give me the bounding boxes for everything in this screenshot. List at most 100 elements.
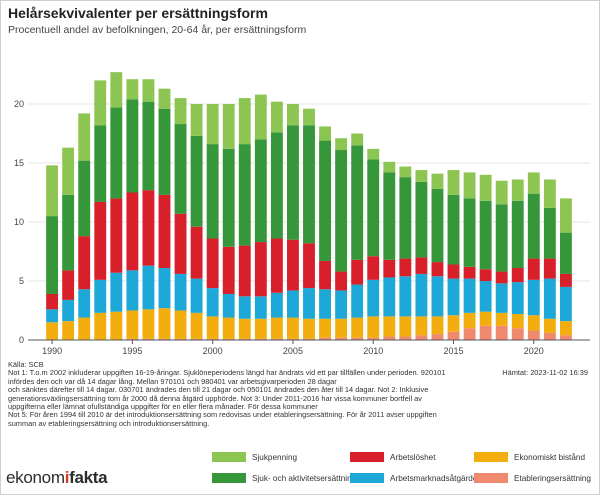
bar-segment xyxy=(319,337,331,340)
legend-label: Sjuk- och aktivitetsersättning xyxy=(252,473,357,483)
bar-segment xyxy=(511,268,524,283)
bar-segment xyxy=(335,150,348,272)
bar-segment xyxy=(46,322,59,340)
bar-segment xyxy=(463,198,476,267)
bar-segment xyxy=(447,170,460,195)
bar-segment xyxy=(270,132,283,239)
legend-swatch-etablering xyxy=(474,473,508,483)
bar-segment xyxy=(142,338,155,340)
bar-segment xyxy=(527,279,540,316)
bar-segment xyxy=(190,226,203,279)
chart-subtitle: Procentuell andel av befolkningen, 20-64… xyxy=(8,24,307,36)
bar-segment xyxy=(319,260,331,290)
bar-segment xyxy=(351,337,364,340)
bar-segment xyxy=(270,317,283,339)
bar-segment xyxy=(511,179,524,201)
bar-segment xyxy=(383,277,396,317)
legend-swatch-sjukpenning xyxy=(212,452,246,462)
bar-segment xyxy=(415,257,428,274)
bar-segment xyxy=(415,273,428,317)
bar-segment xyxy=(46,165,59,217)
bar-segment xyxy=(399,276,412,317)
y-tick-label: 10 xyxy=(14,217,24,227)
bar-segment xyxy=(527,193,540,259)
bar-segment xyxy=(399,336,412,340)
bar-segment xyxy=(495,204,508,272)
bar-segment xyxy=(174,273,187,311)
bar-segment xyxy=(62,270,75,300)
bar-segment xyxy=(495,283,508,313)
bar-segment xyxy=(222,293,235,318)
legend-item-arbetsloshet[interactable]: Arbetslöshet xyxy=(350,452,436,462)
bar-segment xyxy=(158,194,171,269)
bar-segment xyxy=(383,172,396,260)
bar-segment xyxy=(222,148,235,247)
y-tick-label: 0 xyxy=(19,335,24,345)
bar-segment xyxy=(158,268,171,309)
bar-segment xyxy=(78,160,91,237)
bar-segment xyxy=(495,325,508,340)
bar-segment xyxy=(94,279,107,313)
bar-segment xyxy=(287,290,299,318)
legend-item-sjukpenning[interactable]: Sjukpenning xyxy=(212,452,297,462)
bar-segment xyxy=(270,338,283,340)
bar-segment xyxy=(238,98,251,145)
bar-segment xyxy=(463,172,476,199)
bar-segment xyxy=(142,265,155,310)
legend-swatch-arbetsmarknad xyxy=(350,473,384,483)
bar-segment xyxy=(319,126,331,141)
bar-segment xyxy=(495,312,508,326)
bar-segment xyxy=(559,321,572,336)
bar-segment xyxy=(206,288,219,317)
bar-segment xyxy=(351,145,364,260)
bar-segment xyxy=(447,264,460,279)
legend-swatch-ekonomiskt-bistand xyxy=(474,452,508,462)
bar-segment xyxy=(110,198,123,273)
bar-segment xyxy=(511,200,524,269)
bar-segment xyxy=(431,262,444,277)
chart-notes: Källa: SCB Not 1: T.o.m 2002 inkluderar … xyxy=(8,360,453,428)
bar-segment xyxy=(303,318,315,339)
y-tick-label: 5 xyxy=(19,276,24,286)
bar-segment xyxy=(303,288,315,319)
bar-segment xyxy=(174,213,187,274)
legend-item-ekonomiskt-bistand[interactable]: Ekonomiskt bistånd xyxy=(474,452,585,462)
bar-segment xyxy=(543,179,556,208)
bar-segment xyxy=(190,278,203,313)
bar-segment xyxy=(126,99,139,193)
bar-segment xyxy=(190,135,203,227)
bar-segment xyxy=(254,318,267,339)
bar-segment xyxy=(142,309,155,339)
bar-segment xyxy=(559,335,572,340)
bar-segment xyxy=(270,292,283,318)
bar-segment xyxy=(511,328,524,340)
bar-segment xyxy=(174,338,187,340)
bar-segment xyxy=(287,239,299,291)
legend-item-arbetsmarknad[interactable]: Arbetsmarknadsåtgärder xyxy=(350,473,480,483)
bar-segment xyxy=(559,198,572,233)
bar-segment xyxy=(126,310,139,339)
ekonomifakta-logo[interactable]: ekonomifakta xyxy=(6,468,108,487)
bar-segment xyxy=(142,101,155,191)
bar-segment xyxy=(254,94,267,140)
bar-segment xyxy=(559,273,572,287)
bar-segment xyxy=(335,337,348,340)
bar-segment xyxy=(463,266,476,279)
bar-segment xyxy=(287,125,299,240)
x-tick-label: 2000 xyxy=(203,346,223,356)
bar-segment xyxy=(479,281,492,312)
bar-segment xyxy=(527,330,540,340)
bar-segment xyxy=(383,161,396,173)
bar-segment xyxy=(254,296,267,319)
x-tick-label: 2010 xyxy=(363,346,383,356)
bar-segment xyxy=(415,170,428,182)
bar-segment xyxy=(335,318,348,338)
legend-item-sjuk-aktivitet[interactable]: Sjuk- och aktivitetsersättning xyxy=(212,473,356,483)
bar-segment xyxy=(94,201,107,280)
bar-segment xyxy=(78,236,91,290)
bar-segment xyxy=(78,113,91,161)
legend-item-etablering[interactable]: Etableringsersättning xyxy=(474,473,591,483)
note-line: Not 5: För åren 1994 till 2010 är det in… xyxy=(8,410,437,420)
bar-segment xyxy=(527,315,540,331)
bar-segment xyxy=(46,216,59,294)
